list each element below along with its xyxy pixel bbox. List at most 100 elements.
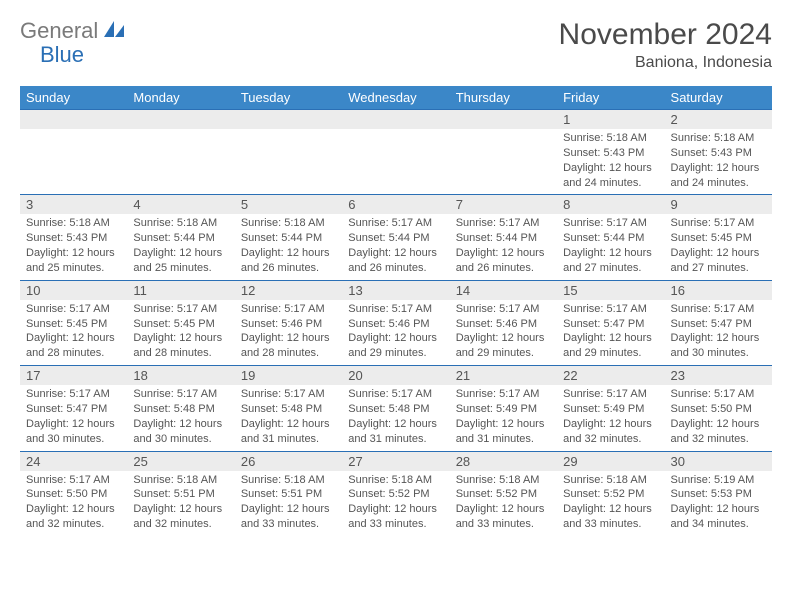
sunset-line: Sunset: 5:50 PM <box>671 402 766 417</box>
calendar-day-cell: 21Sunrise: 5:17 AMSunset: 5:49 PMDayligh… <box>450 366 557 451</box>
daylight-line: Daylight: 12 hours and 25 minutes. <box>133 246 228 276</box>
day-number: 4 <box>127 195 234 214</box>
calendar-day-cell: 12Sunrise: 5:17 AMSunset: 5:46 PMDayligh… <box>235 280 342 365</box>
weekday-header: Saturday <box>665 86 772 110</box>
sunrise-line: Sunrise: 5:19 AM <box>671 473 766 488</box>
daylight-line: Daylight: 12 hours and 31 minutes. <box>456 417 551 447</box>
logo: General Blue <box>20 18 126 44</box>
sunrise-line: Sunrise: 5:17 AM <box>26 387 121 402</box>
day-number: 8 <box>557 195 664 214</box>
daylight-line: Daylight: 12 hours and 30 minutes. <box>133 417 228 447</box>
day-number: 12 <box>235 281 342 300</box>
day-details: Sunrise: 5:17 AMSunset: 5:44 PMDaylight:… <box>450 214 557 279</box>
day-number: 17 <box>20 366 127 385</box>
day-number: 19 <box>235 366 342 385</box>
calendar-day-cell: 3Sunrise: 5:18 AMSunset: 5:43 PMDaylight… <box>20 195 127 280</box>
day-details: Sunrise: 5:18 AMSunset: 5:43 PMDaylight:… <box>20 214 127 279</box>
day-number: 6 <box>342 195 449 214</box>
sunset-line: Sunset: 5:46 PM <box>456 317 551 332</box>
sunset-line: Sunset: 5:43 PM <box>671 146 766 161</box>
calendar-day-cell: 8Sunrise: 5:17 AMSunset: 5:44 PMDaylight… <box>557 195 664 280</box>
daylight-line: Daylight: 12 hours and 28 minutes. <box>26 331 121 361</box>
calendar-table: SundayMondayTuesdayWednesdayThursdayFrid… <box>20 86 772 536</box>
sunset-line: Sunset: 5:43 PM <box>26 231 121 246</box>
calendar-day-cell: 27Sunrise: 5:18 AMSunset: 5:52 PMDayligh… <box>342 451 449 536</box>
page-title: November 2024 <box>559 18 772 52</box>
day-number: 20 <box>342 366 449 385</box>
sunset-line: Sunset: 5:47 PM <box>563 317 658 332</box>
day-details: Sunrise: 5:19 AMSunset: 5:53 PMDaylight:… <box>665 471 772 536</box>
day-details <box>20 129 127 135</box>
daylight-line: Daylight: 12 hours and 32 minutes. <box>26 502 121 532</box>
sunrise-line: Sunrise: 5:17 AM <box>671 387 766 402</box>
sunset-line: Sunset: 5:45 PM <box>671 231 766 246</box>
calendar-day-cell: 5Sunrise: 5:18 AMSunset: 5:44 PMDaylight… <box>235 195 342 280</box>
daylight-line: Daylight: 12 hours and 28 minutes. <box>241 331 336 361</box>
sunset-line: Sunset: 5:44 PM <box>456 231 551 246</box>
day-number: 16 <box>665 281 772 300</box>
sunrise-line: Sunrise: 5:18 AM <box>133 216 228 231</box>
day-details: Sunrise: 5:17 AMSunset: 5:50 PMDaylight:… <box>20 471 127 536</box>
day-details: Sunrise: 5:17 AMSunset: 5:45 PMDaylight:… <box>20 300 127 365</box>
day-number: 13 <box>342 281 449 300</box>
sunset-line: Sunset: 5:43 PM <box>563 146 658 161</box>
day-number: 5 <box>235 195 342 214</box>
day-details: Sunrise: 5:17 AMSunset: 5:48 PMDaylight:… <box>127 385 234 450</box>
day-details: Sunrise: 5:17 AMSunset: 5:45 PMDaylight:… <box>665 214 772 279</box>
sunrise-line: Sunrise: 5:18 AM <box>348 473 443 488</box>
logo-sail-icon <box>104 19 126 44</box>
calendar-day-cell: 4Sunrise: 5:18 AMSunset: 5:44 PMDaylight… <box>127 195 234 280</box>
day-details: Sunrise: 5:18 AMSunset: 5:51 PMDaylight:… <box>127 471 234 536</box>
sunset-line: Sunset: 5:53 PM <box>671 487 766 502</box>
day-details: Sunrise: 5:17 AMSunset: 5:46 PMDaylight:… <box>450 300 557 365</box>
sunrise-line: Sunrise: 5:18 AM <box>456 473 551 488</box>
sunrise-line: Sunrise: 5:17 AM <box>241 387 336 402</box>
sunrise-line: Sunrise: 5:17 AM <box>133 387 228 402</box>
calendar-day-cell: 26Sunrise: 5:18 AMSunset: 5:51 PMDayligh… <box>235 451 342 536</box>
daylight-line: Daylight: 12 hours and 28 minutes. <box>133 331 228 361</box>
day-number: 11 <box>127 281 234 300</box>
daylight-line: Daylight: 12 hours and 26 minutes. <box>456 246 551 276</box>
sunrise-line: Sunrise: 5:17 AM <box>456 302 551 317</box>
calendar-week-row: 24Sunrise: 5:17 AMSunset: 5:50 PMDayligh… <box>20 451 772 536</box>
weekday-header: Sunday <box>20 86 127 110</box>
day-number: 29 <box>557 452 664 471</box>
day-details: Sunrise: 5:18 AMSunset: 5:52 PMDaylight:… <box>450 471 557 536</box>
day-details: Sunrise: 5:17 AMSunset: 5:44 PMDaylight:… <box>342 214 449 279</box>
calendar-day-cell <box>342 110 449 195</box>
daylight-line: Daylight: 12 hours and 30 minutes. <box>671 331 766 361</box>
day-details: Sunrise: 5:18 AMSunset: 5:52 PMDaylight:… <box>557 471 664 536</box>
day-number: 9 <box>665 195 772 214</box>
weekday-header: Thursday <box>450 86 557 110</box>
day-number: 14 <box>450 281 557 300</box>
sunset-line: Sunset: 5:48 PM <box>133 402 228 417</box>
sunset-line: Sunset: 5:45 PM <box>133 317 228 332</box>
day-details: Sunrise: 5:17 AMSunset: 5:47 PMDaylight:… <box>665 300 772 365</box>
sunrise-line: Sunrise: 5:17 AM <box>671 216 766 231</box>
sunrise-line: Sunrise: 5:18 AM <box>241 216 336 231</box>
calendar-body: 1Sunrise: 5:18 AMSunset: 5:43 PMDaylight… <box>20 110 772 536</box>
calendar-week-row: 17Sunrise: 5:17 AMSunset: 5:47 PMDayligh… <box>20 366 772 451</box>
daylight-line: Daylight: 12 hours and 29 minutes. <box>456 331 551 361</box>
day-number <box>235 110 342 129</box>
day-number <box>450 110 557 129</box>
calendar-day-cell: 29Sunrise: 5:18 AMSunset: 5:52 PMDayligh… <box>557 451 664 536</box>
sunset-line: Sunset: 5:48 PM <box>241 402 336 417</box>
sunrise-line: Sunrise: 5:17 AM <box>563 302 658 317</box>
sunrise-line: Sunrise: 5:18 AM <box>241 473 336 488</box>
day-details <box>450 129 557 135</box>
day-details: Sunrise: 5:17 AMSunset: 5:46 PMDaylight:… <box>235 300 342 365</box>
calendar-day-cell: 28Sunrise: 5:18 AMSunset: 5:52 PMDayligh… <box>450 451 557 536</box>
sunrise-line: Sunrise: 5:17 AM <box>348 387 443 402</box>
sunrise-line: Sunrise: 5:17 AM <box>26 302 121 317</box>
sunset-line: Sunset: 5:47 PM <box>671 317 766 332</box>
day-details: Sunrise: 5:18 AMSunset: 5:43 PMDaylight:… <box>665 129 772 194</box>
sunset-line: Sunset: 5:52 PM <box>348 487 443 502</box>
calendar-week-row: 1Sunrise: 5:18 AMSunset: 5:43 PMDaylight… <box>20 110 772 195</box>
calendar-day-cell: 1Sunrise: 5:18 AMSunset: 5:43 PMDaylight… <box>557 110 664 195</box>
daylight-line: Daylight: 12 hours and 33 minutes. <box>241 502 336 532</box>
day-number: 18 <box>127 366 234 385</box>
day-number: 28 <box>450 452 557 471</box>
sunset-line: Sunset: 5:50 PM <box>26 487 121 502</box>
daylight-line: Daylight: 12 hours and 26 minutes. <box>241 246 336 276</box>
